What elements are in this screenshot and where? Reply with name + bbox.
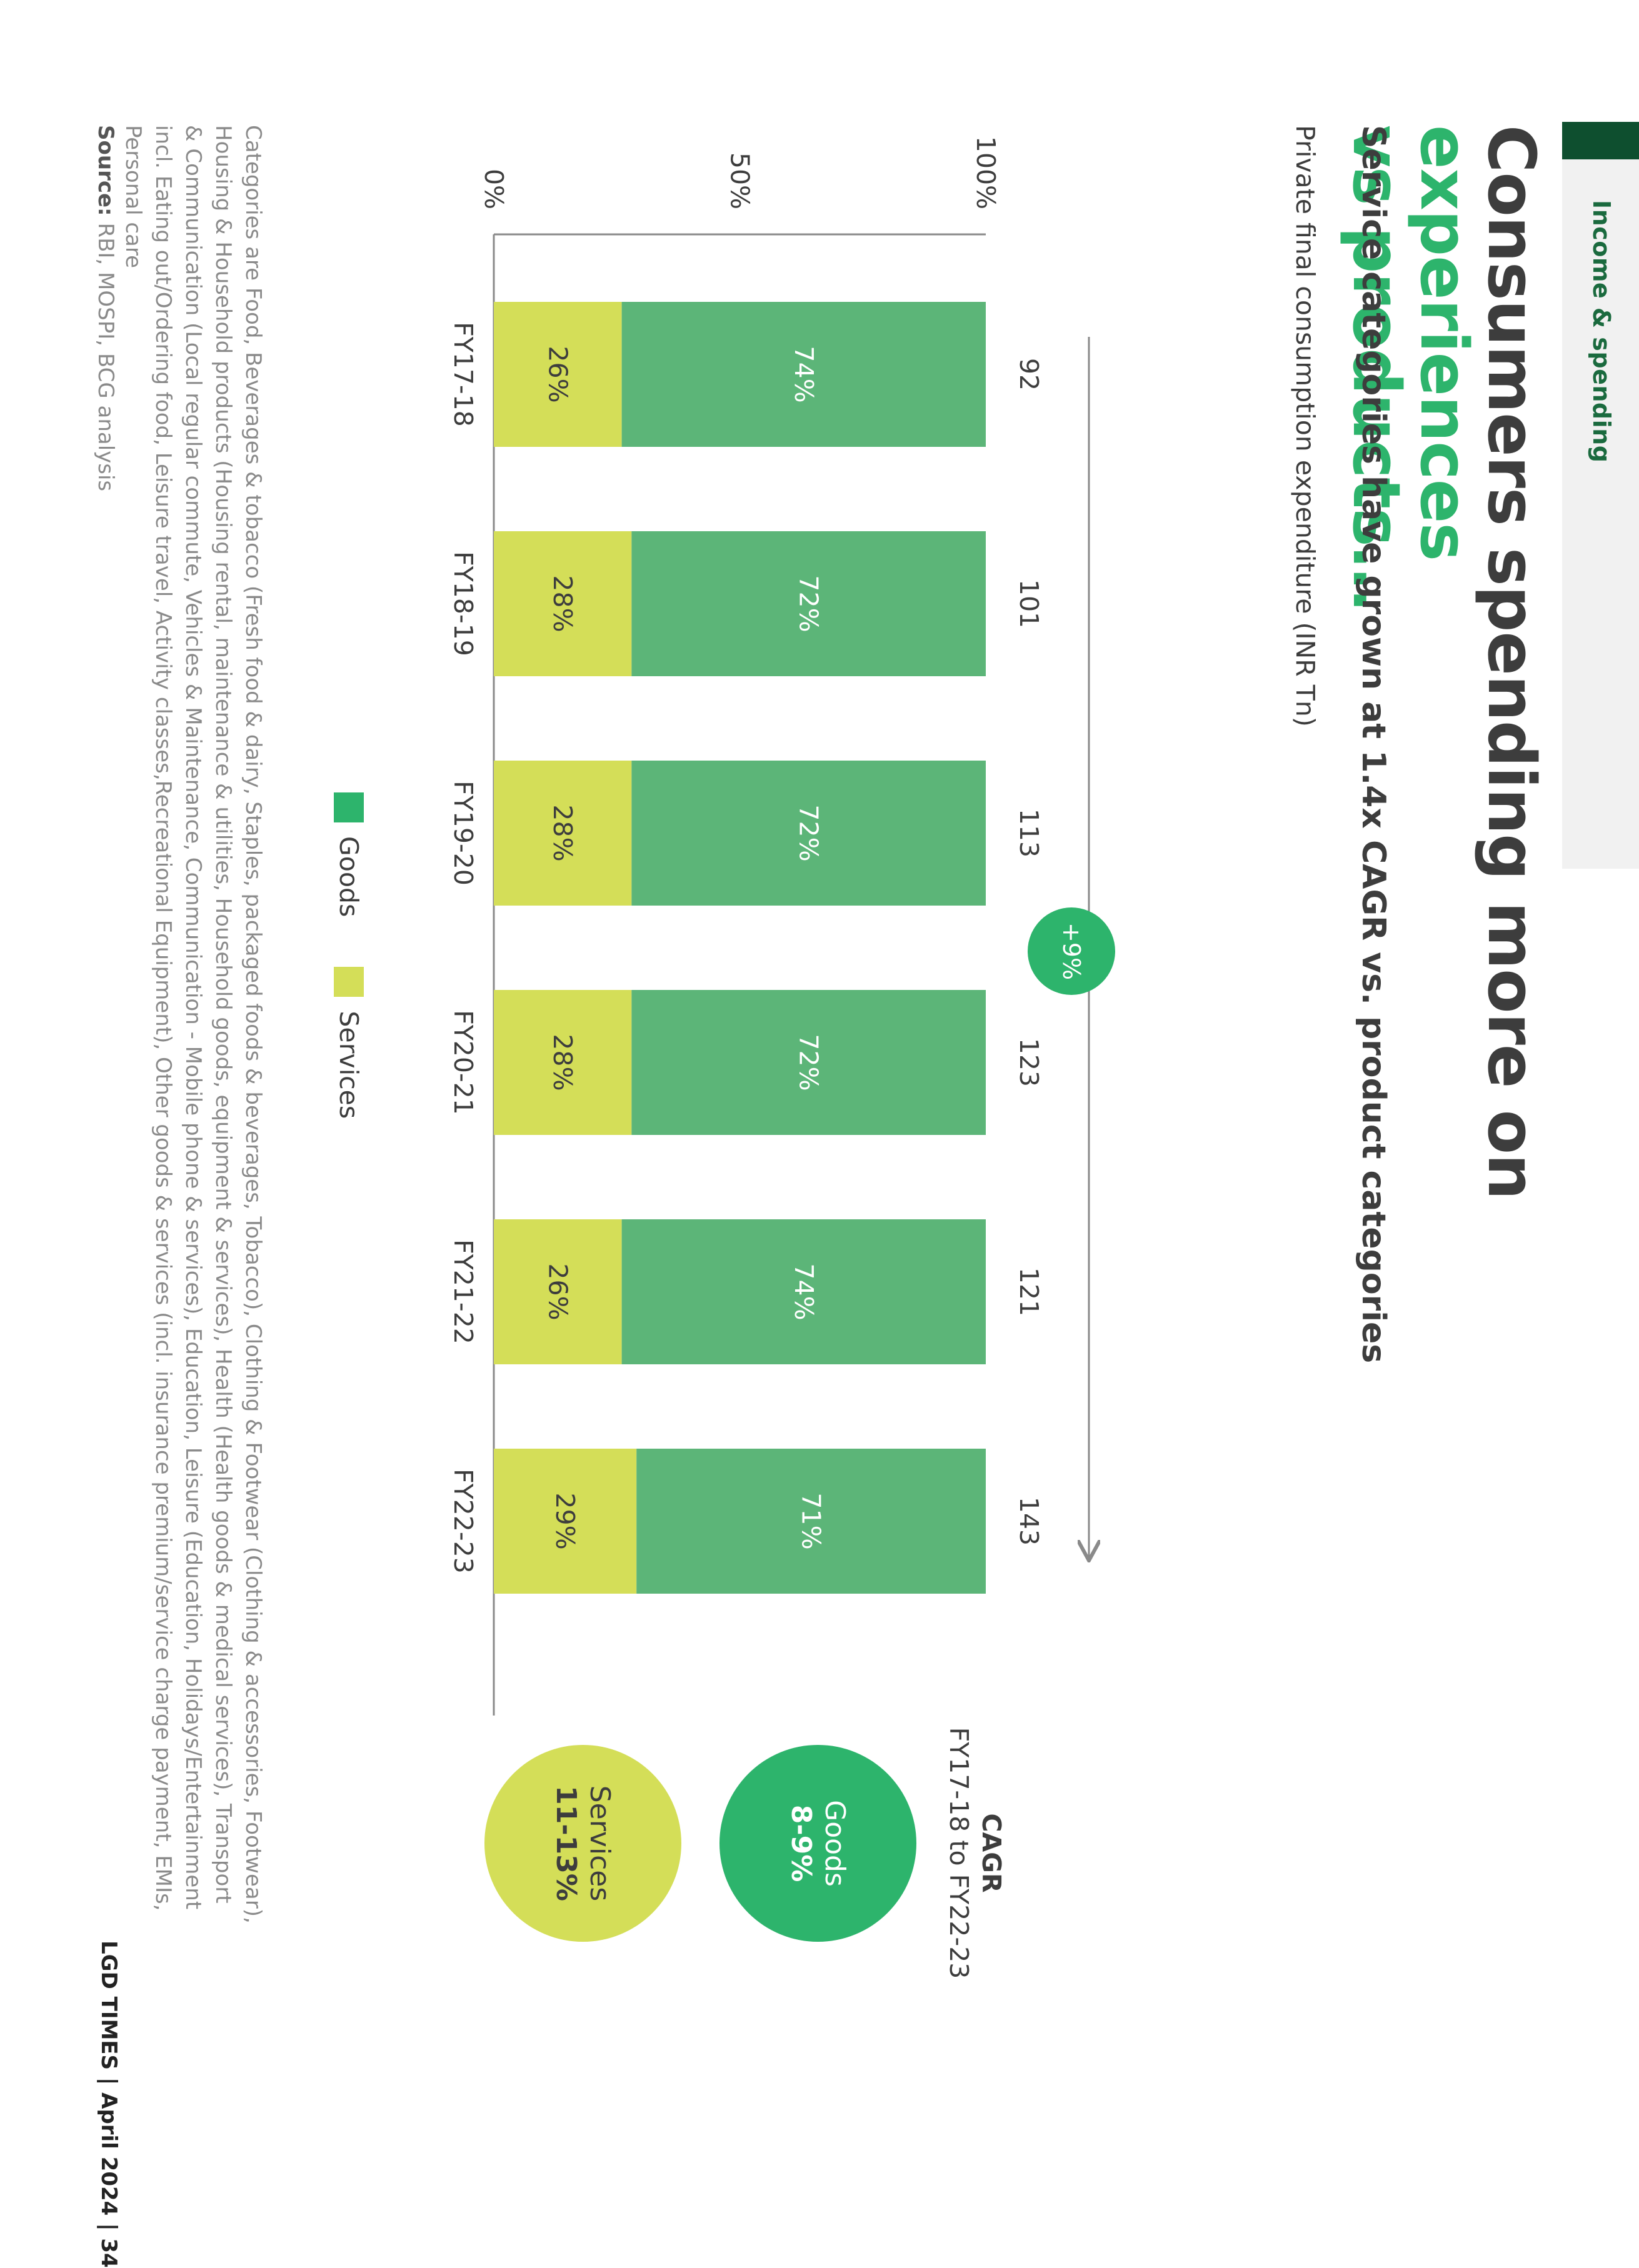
page-footer: LGD TIMES | April 2024 | 34 [96,1941,121,2268]
bar-goods [631,761,986,906]
bar-total-label: 121 [1014,1267,1044,1316]
goods-cagr-value: 8-9% [785,1804,818,1882]
bar-total-label: 101 [1014,579,1044,628]
bar-label-goods: 72% [794,575,824,632]
bar-goods [636,1449,986,1594]
footnote: Categories are Food, Beverages & tobacco… [121,125,266,1924]
bar-label-services: 28% [548,575,578,632]
x-tick-label: FY22-23 [448,1469,478,1574]
bar-label-goods: 74% [789,1263,819,1320]
bar-services [493,990,632,1135]
bar-label-goods: 72% [794,1034,824,1091]
bar-services [494,1219,622,1364]
bar-label-services: 26% [543,346,573,402]
bar-label-services: 28% [548,1034,578,1091]
source-text: RBI, MOSPI, BCG analysis [93,216,118,492]
bar-total-label: 143 [1014,1497,1044,1546]
legend-swatch-services [334,967,364,997]
legend-label-services: Services [334,1011,364,1119]
bar-total-label: 113 [1014,809,1044,857]
y-tick-label: 50% [725,152,755,209]
bar-goods [631,990,986,1135]
y-tick-label: 0% [479,169,509,209]
cagr-title: CAGR [976,1813,1006,1893]
stacked-bar-chart: 100% 50% 0% 74% 26% 92 FY17-18 72% 28% 101 FY18-19… [448,136,1639,1716]
goods-cagr-label: Goods [819,1800,851,1887]
bar-services [494,302,622,447]
services-cagr-value: 11-13% [550,1786,583,1901]
source-note: Source: RBI, MOSPI, BCG analysis [93,125,118,491]
x-tick-label: FY20-21 [448,1010,478,1115]
bar-label-services: 28% [548,804,578,861]
y-tick-label: 100% [971,136,1001,209]
bar-label-goods: 71% [796,1492,826,1549]
x-tick-label: FY18-19 [448,551,478,656]
cagr-period: FY17-18 to FY22-23 [944,1727,974,1979]
bar-total-label: 123 [1014,1038,1044,1087]
bar-services [493,1449,637,1594]
bar-label-goods: 72% [794,804,824,861]
bar-label-services: 26% [543,1263,573,1320]
x-tick-label: FY21-22 [448,1239,478,1344]
chart-legend: Goods Services [334,792,364,1119]
x-tick-label: FY17-18 [448,322,478,427]
bar-goods [621,1219,986,1364]
bar-total-label: 92 [1014,358,1044,391]
bar-goods [621,302,986,447]
goods-cagr-bubble: Goods 8-9% [719,1745,916,1942]
bar-goods [631,531,986,676]
growth-badge: +9% [1028,907,1115,995]
legend-label-goods: Goods [334,836,364,917]
legend-swatch-goods [334,792,364,822]
bar-services [493,531,632,676]
page-canvas: Income & spending Consumers spending mor… [93,122,1639,2268]
legend-item-services: Services [334,967,364,1119]
bar-label-services: 29% [550,1492,580,1549]
x-tick-label: FY19-20 [448,781,478,886]
services-cagr-label: Services [584,1785,616,1902]
cagr-heading: CAGR FY17-18 to FY22-23 [943,1697,1008,2009]
bar-services [493,761,632,906]
legend-item-goods: Goods [334,792,364,917]
services-cagr-bubble: Services 11-13% [484,1745,681,1942]
source-label: Source: [93,125,118,216]
bar-label-goods: 74% [789,346,819,402]
